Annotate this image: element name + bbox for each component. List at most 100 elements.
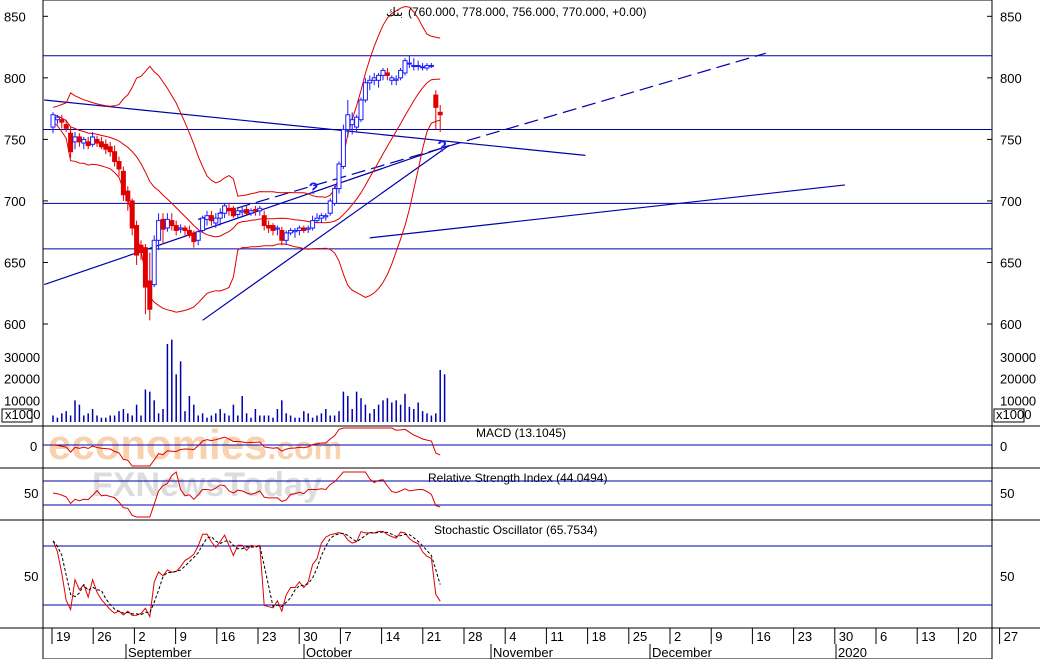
price-tick-label-left: 800	[4, 71, 26, 86]
candle-body	[72, 136, 78, 143]
x-tick-label: 27	[1004, 629, 1018, 644]
candle-body	[310, 220, 316, 229]
x-tick-label: 16	[221, 629, 235, 644]
candle-body	[362, 82, 368, 101]
candle-body	[147, 280, 153, 310]
candle-body	[402, 60, 408, 74]
candle-body	[428, 65, 434, 68]
price-tick-label-right: 700	[1000, 194, 1022, 209]
month-label: 2020	[838, 645, 867, 659]
stochastic-tick-right: 50	[1000, 569, 1014, 584]
rsi-tick-right: 50	[1000, 486, 1014, 501]
candle-body	[420, 66, 426, 69]
candle-body	[182, 227, 188, 231]
volume-tick-label-right: 10000	[1000, 393, 1036, 408]
candle-body	[283, 232, 289, 241]
rsi-line	[52, 471, 441, 518]
title-prefix: بنك	[386, 5, 403, 19]
candle-body	[208, 215, 214, 222]
x-tick-label: 9	[715, 629, 722, 644]
x-tick-label: 25	[633, 629, 647, 644]
candle-body	[134, 225, 140, 256]
candle-body	[415, 65, 421, 68]
price-tick-label-right: 850	[1000, 9, 1022, 24]
candle-body	[336, 163, 342, 190]
candle-body	[204, 215, 210, 220]
candle-body	[270, 225, 276, 231]
candle-body	[244, 209, 250, 214]
stochastic-tick-left: 50	[24, 569, 38, 584]
candle-body	[288, 229, 294, 234]
month-label: November	[493, 645, 554, 659]
rsi-tick-left: 50	[24, 486, 38, 501]
candle-body	[160, 218, 166, 230]
volume-tick-label-left: 10000	[4, 393, 40, 408]
volume-unit-label-right: x1000	[996, 407, 1031, 422]
rsi-title: Relative Strength Index (44.0494)	[428, 471, 607, 485]
macd-line	[52, 427, 441, 467]
candle-body	[142, 247, 148, 288]
bollinger-middle	[52, 78, 441, 238]
candle-body	[81, 138, 87, 144]
month-label: October	[306, 645, 353, 659]
candle-body	[94, 138, 100, 144]
candle-body	[85, 141, 91, 147]
candle-body	[90, 136, 96, 145]
stochastic-d-line	[52, 531, 441, 616]
price-tick-label-left: 650	[4, 255, 26, 270]
candle-body	[156, 220, 162, 241]
volume-unit-box	[1, 408, 33, 423]
candle-body	[63, 124, 69, 129]
x-tick-label: 6	[880, 629, 887, 644]
candle-body	[257, 207, 263, 212]
x-tick-label: 21	[427, 629, 441, 644]
candle-body	[332, 188, 338, 204]
candle-body	[340, 129, 346, 167]
candle-body	[296, 227, 302, 231]
bollinger-lower	[52, 119, 441, 313]
month-label: September	[128, 645, 192, 659]
x-tick-label: 18	[592, 629, 606, 644]
candle-body	[252, 209, 258, 212]
candle-body	[411, 65, 417, 68]
x-tick-label: 16	[756, 629, 770, 644]
candle-body	[354, 116, 360, 128]
x-tick-label: 11	[550, 629, 564, 644]
x-tick-label: 30	[303, 629, 317, 644]
candle-body	[191, 232, 197, 243]
candle-body	[103, 143, 109, 150]
watermark-fxnewstoday: FXNewsToday	[92, 466, 322, 504]
candle-body	[371, 77, 377, 81]
candle-body	[217, 212, 223, 219]
price-tick-label-left: 600	[4, 317, 26, 332]
x-tick-label: 13	[921, 629, 935, 644]
candle-body	[200, 217, 206, 231]
candle-body	[279, 229, 285, 241]
volume-tick-label-right: 20000	[1000, 372, 1036, 387]
x-tick-label: 20	[962, 629, 976, 644]
candle-body	[50, 114, 56, 128]
candle-body	[230, 207, 236, 217]
candle-body	[433, 94, 439, 108]
candle-body	[129, 200, 135, 229]
candle-body	[406, 62, 412, 65]
x-tick-label: 2	[138, 629, 145, 644]
price-tick-label-right: 600	[1000, 317, 1022, 332]
month-label: December	[652, 645, 713, 659]
price-tick-label-left: 750	[4, 132, 26, 147]
candle-body	[389, 77, 395, 81]
candle-body	[76, 136, 82, 143]
volume-unit-label-left: x1000	[5, 407, 40, 422]
macd-tick-left: 0	[30, 439, 37, 454]
x-tick-label: 2	[674, 629, 681, 644]
volume-tick-label-left: 20000	[4, 372, 40, 387]
macd-title: MACD (13.1045)	[476, 426, 566, 440]
candle-body	[358, 99, 364, 121]
annotation-question-mark: ?	[309, 181, 319, 198]
x-tick-label: 9	[180, 629, 187, 644]
x-tick-label: 23	[262, 629, 276, 644]
candle-body	[68, 132, 74, 153]
candle-body	[120, 170, 126, 196]
